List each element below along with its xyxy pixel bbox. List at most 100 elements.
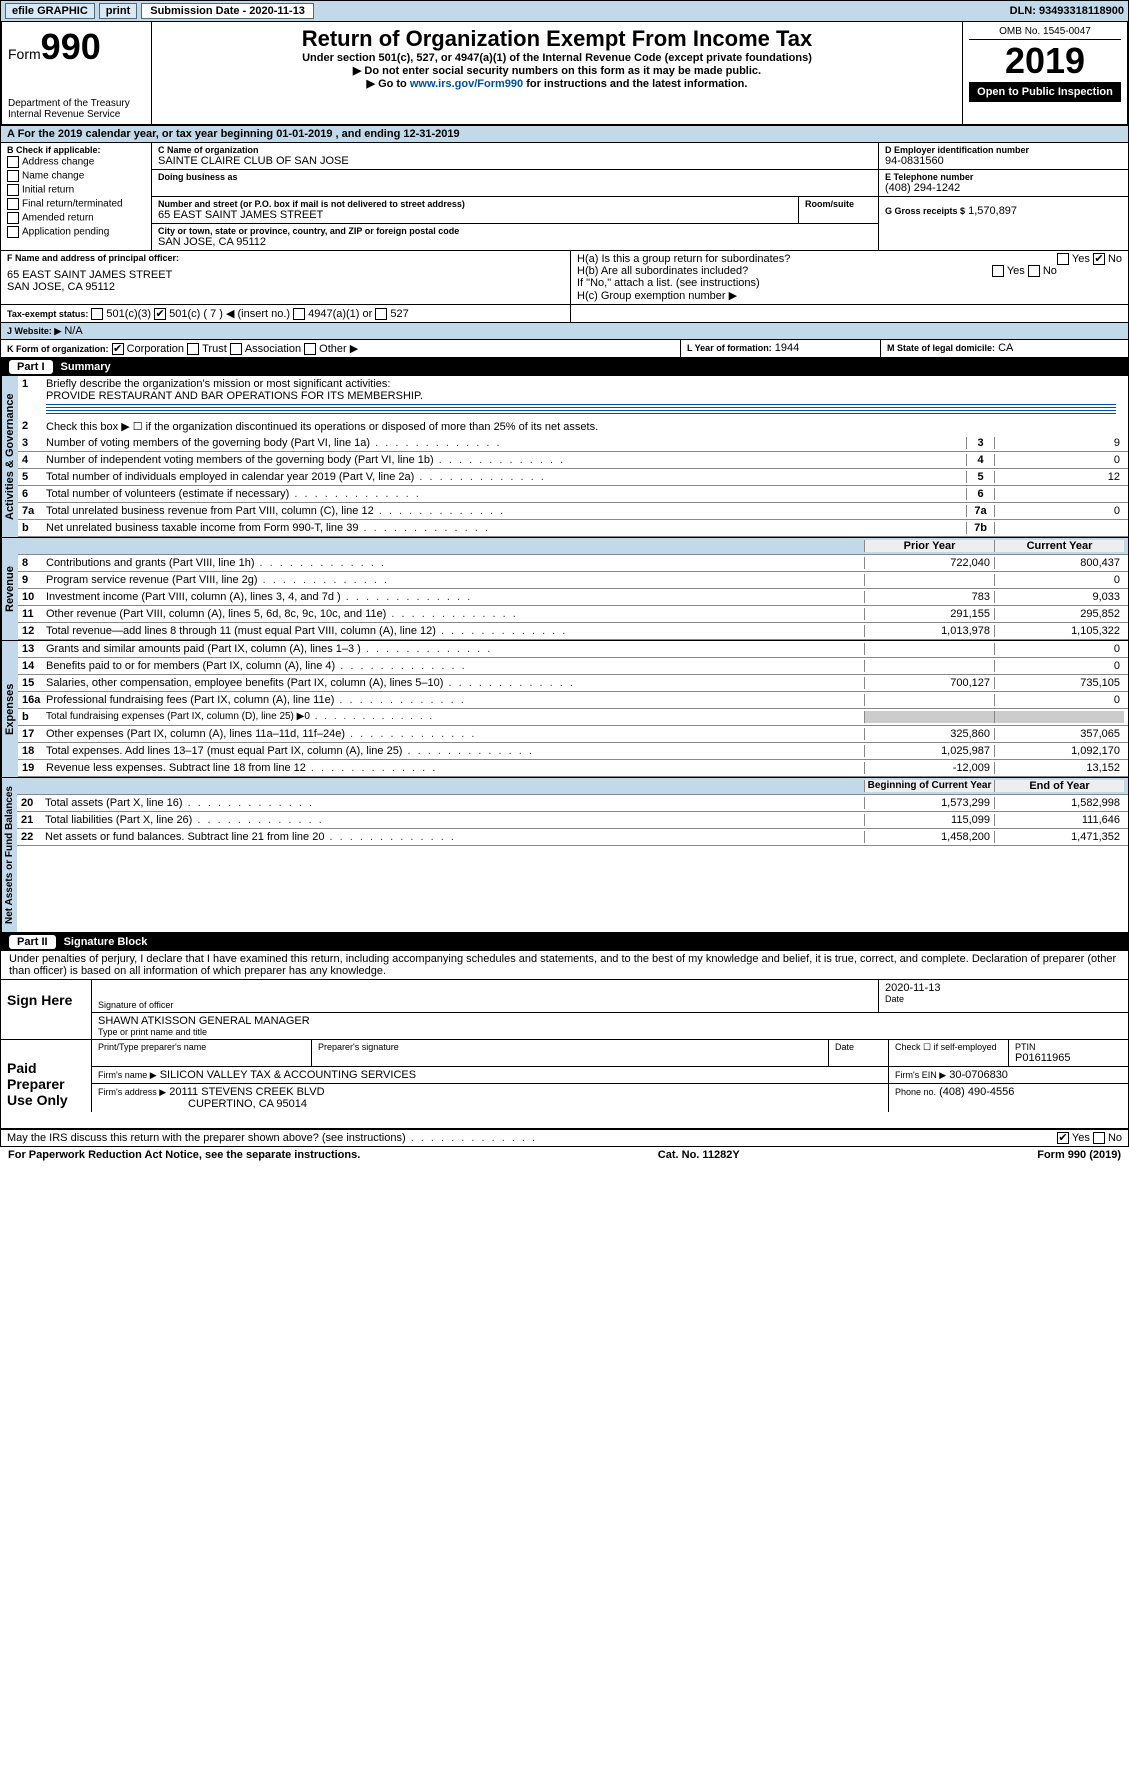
current-year-header: Current Year (994, 540, 1124, 552)
phone: (408) 294-1242 (885, 182, 1122, 194)
expenses-label: Expenses (1, 641, 18, 777)
line-13: 13 Grants and similar amounts paid (Part… (18, 641, 1128, 658)
line-16a: 16a Professional fundraising fees (Part … (18, 692, 1128, 709)
check-final-return[interactable]: Final return/terminated (7, 197, 145, 211)
revenue-section: Revenue Prior Year Current Year 8 Contri… (0, 538, 1129, 641)
line-18: 18 Total expenses. Add lines 13–17 (must… (18, 743, 1128, 760)
group-exemption: H(c) Group exemption number ▶ (577, 289, 1122, 302)
firm-address: 20111 STEVENS CREEK BLVD (169, 1086, 324, 1098)
line-4: 4 Number of independent voting members o… (18, 452, 1128, 469)
part-i-header: Part ISummary (0, 358, 1129, 376)
dln: DLN: 93493318118900 (1010, 5, 1124, 17)
org-name-label: C Name of organization (158, 145, 872, 155)
officer-name: SHAWN ATKISSON GENERAL MANAGER (98, 1015, 1122, 1027)
city-state-zip: SAN JOSE, CA 95112 (158, 236, 872, 248)
activities-section: Activities & Governance 1 Briefly descri… (0, 376, 1129, 538)
street-address: 65 EAST SAINT JAMES STREET (158, 209, 792, 221)
group-return-q: H(a) Is this a group return for subordin… (577, 253, 1122, 265)
officer-address: 65 EAST SAINT JAMES STREET SAN JOSE, CA … (7, 269, 564, 293)
form-subtitle-1: Under section 501(c), 527, or 4947(a)(1)… (158, 52, 956, 64)
ptin: P01611965 (1015, 1052, 1122, 1064)
paid-preparer-label: Paid Preparer Use Only (1, 1040, 91, 1128)
firm-city: CUPERTINO, CA 95014 (188, 1098, 307, 1110)
website: N/A (64, 325, 82, 337)
line-11: 11 Other revenue (Part VIII, column (A),… (18, 606, 1128, 623)
section-b: B Check if applicable: Address change Na… (1, 143, 151, 250)
form-header: Form990 Department of the Treasury Inter… (0, 22, 1129, 126)
irs-link[interactable]: www.irs.gov/Form990 (410, 78, 523, 90)
check-app-pending[interactable]: Application pending (7, 225, 145, 239)
line-b: b Total fundraising expenses (Part IX, c… (18, 709, 1128, 726)
line-9: 9 Program service revenue (Part VIII, li… (18, 572, 1128, 589)
discuss-row: May the IRS discuss this return with the… (0, 1130, 1129, 1147)
dept-label: Department of the Treasury Internal Reve… (8, 98, 145, 120)
pra-notice: For Paperwork Reduction Act Notice, see … (8, 1149, 360, 1161)
gross-receipts-label: G Gross receipts $ (885, 206, 965, 216)
line-b: b Net unrelated business taxable income … (18, 520, 1128, 537)
tax-year: 2019 (969, 40, 1121, 82)
line-17: 17 Other expenses (Part IX, column (A), … (18, 726, 1128, 743)
page-footer: For Paperwork Reduction Act Notice, see … (0, 1147, 1129, 1163)
ein-label: D Employer identification number (885, 145, 1122, 155)
ein: 94-0831560 (885, 155, 1122, 167)
sig-date-label: Date (885, 994, 1122, 1004)
subordinates-q: H(b) Are all subordinates included? Yes … (577, 265, 1122, 277)
website-row: J Website: ▶ N/A (0, 323, 1129, 340)
line-12: 12 Total revenue—add lines 8 through 11 … (18, 623, 1128, 640)
check-address-change[interactable]: Address change (7, 155, 145, 169)
omb-number: OMB No. 1545-0047 (969, 26, 1121, 40)
org-form-row: K Form of organization: ✔Corporation Tru… (0, 340, 1129, 358)
line-8: 8 Contributions and grants (Part VIII, l… (18, 555, 1128, 572)
topbar: efile GRAPHIC print Submission Date - 20… (0, 0, 1129, 22)
line-6: 6 Total number of volunteers (estimate i… (18, 486, 1128, 503)
check-initial-return[interactable]: Initial return (7, 183, 145, 197)
org-name: SAINTE CLAIRE CLUB OF SAN JOSE (158, 155, 872, 167)
officer-row: F Name and address of principal officer:… (0, 251, 1129, 305)
firm-phone: (408) 490-4556 (939, 1086, 1014, 1098)
firm-ein: 30-0706830 (949, 1069, 1008, 1081)
revenue-label: Revenue (1, 538, 18, 640)
part-ii-header: Part IISignature Block (0, 933, 1129, 951)
sign-here-block: Sign Here Signature of officer 2020-11-1… (0, 980, 1129, 1130)
line-21: 21 Total liabilities (Part X, line 26) 1… (17, 812, 1128, 829)
line-7a: 7a Total unrelated business revenue from… (18, 503, 1128, 520)
domicile-state: CA (998, 342, 1013, 354)
check-name-change[interactable]: Name change (7, 169, 145, 183)
print-btn[interactable]: print (99, 3, 137, 19)
sig-officer-label: Signature of officer (98, 1000, 872, 1010)
form-subtitle-2: ▶ Do not enter social security numbers o… (158, 64, 956, 77)
form-subtitle-3: ▶ Go to www.irs.gov/Form990 for instruct… (158, 77, 956, 90)
line-10: 10 Investment income (Part VIII, column … (18, 589, 1128, 606)
gross-receipts: 1,570,897 (968, 205, 1017, 217)
line-2: Check this box ▶ ☐ if the organization d… (46, 420, 1124, 433)
exempt-status-row: Tax-exempt status: 501(c)(3) ✔501(c) ( 7… (0, 305, 1129, 323)
room-label: Room/suite (805, 199, 872, 209)
mission-text: PROVIDE RESTAURANT AND BAR OPERATIONS FO… (46, 390, 423, 402)
addr-label: Number and street (or P.O. box if mail i… (158, 199, 792, 209)
check-amended[interactable]: Amended return (7, 211, 145, 225)
prior-year-header: Prior Year (864, 540, 994, 552)
catalog-no: Cat. No. 11282Y (658, 1149, 740, 1161)
line-14: 14 Benefits paid to or for members (Part… (18, 658, 1128, 675)
begin-year-header: Beginning of Current Year (864, 780, 994, 792)
signature-declaration: Under penalties of perjury, I declare th… (0, 951, 1129, 980)
form-title: Return of Organization Exempt From Incom… (158, 26, 956, 52)
officer-name-label: Type or print name and title (98, 1027, 1122, 1037)
line-22: 22 Net assets or fund balances. Subtract… (17, 829, 1128, 846)
firm-name: SILICON VALLEY TAX & ACCOUNTING SERVICES (160, 1069, 416, 1081)
year-formation: 1944 (775, 342, 799, 354)
expenses-section: Expenses 13 Grants and similar amounts p… (0, 641, 1129, 778)
efile-btn[interactable]: efile GRAPHIC (5, 3, 95, 19)
sign-here-label: Sign Here (1, 980, 91, 1039)
open-public: Open to Public Inspection (969, 82, 1121, 102)
tax-year-range: A For the 2019 calendar year, or tax yea… (0, 126, 1129, 143)
subordinates-note: If "No," attach a list. (see instruction… (577, 277, 1122, 289)
form-ref: Form 990 (2019) (1037, 1149, 1121, 1161)
city-label: City or town, state or province, country… (158, 226, 872, 236)
entity-block: B Check if applicable: Address change Na… (0, 143, 1129, 251)
end-year-header: End of Year (994, 780, 1124, 792)
line-3: 3 Number of voting members of the govern… (18, 435, 1128, 452)
line-5: 5 Total number of individuals employed i… (18, 469, 1128, 486)
line-15: 15 Salaries, other compensation, employe… (18, 675, 1128, 692)
net-assets-label: Net Assets or Fund Balances (1, 778, 17, 932)
